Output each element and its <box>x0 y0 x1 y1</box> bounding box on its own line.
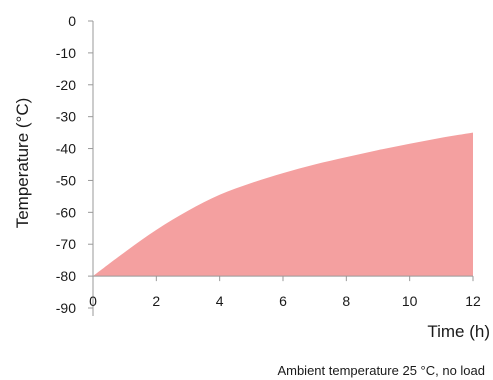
y-tick-label: -30 <box>56 109 76 125</box>
x-tick-label: 2 <box>152 293 160 309</box>
y-tick-label: -50 <box>56 172 76 188</box>
y-tick-label: -10 <box>56 45 76 61</box>
x-tick-label: 10 <box>402 293 418 309</box>
y-tick-label: -80 <box>56 268 76 284</box>
area-layer <box>93 132 473 277</box>
y-tick-label: 0 <box>68 13 76 29</box>
x-axis-title: Time (h) <box>427 322 490 341</box>
y-axis-title: Temperature (°C) <box>13 98 32 229</box>
chart-caption: Ambient temperature 25 °C, no load <box>277 363 485 378</box>
y-tick-label: -70 <box>56 236 76 252</box>
ticks: 0 -10 -20 -30 -40 -50 -60 -70 -80 -90 0 2 4 6 8 10 12 <box>56 13 481 316</box>
y-tick-label: -60 <box>56 204 76 220</box>
x-tick-label: 4 <box>216 293 224 309</box>
series-area <box>93 132 473 277</box>
x-tick-label: 12 <box>465 293 481 309</box>
y-tick-label: -90 <box>56 300 76 316</box>
x-tick-label: 6 <box>279 293 287 309</box>
x-tick-label: 0 <box>89 293 97 309</box>
y-tick-label: -40 <box>56 141 76 157</box>
x-tick-label: 8 <box>342 293 350 309</box>
y-tick-label: -20 <box>56 77 76 93</box>
